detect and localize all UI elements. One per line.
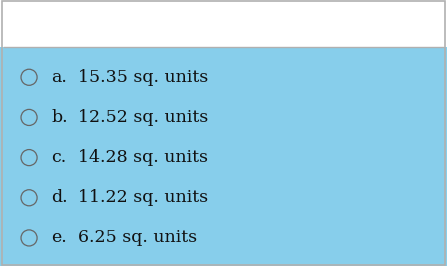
Text: b.: b. [51,109,68,126]
Text: Find the area bounded by the curve $r^2 = 4\sin\theta\ (1 + \sin\theta)$: Find the area bounded by the curve $r^2 … [4,13,443,34]
Text: 6.25 sq. units: 6.25 sq. units [78,230,197,246]
Text: 15.35 sq. units: 15.35 sq. units [78,69,208,86]
Text: e.: e. [51,230,67,246]
Text: a.: a. [51,69,67,86]
Text: 11.22 sq. units: 11.22 sq. units [78,189,208,206]
Text: d.: d. [51,189,68,206]
Text: 12.52 sq. units: 12.52 sq. units [78,109,208,126]
Text: c.: c. [51,149,67,166]
Text: 14.28 sq. units: 14.28 sq. units [78,149,208,166]
